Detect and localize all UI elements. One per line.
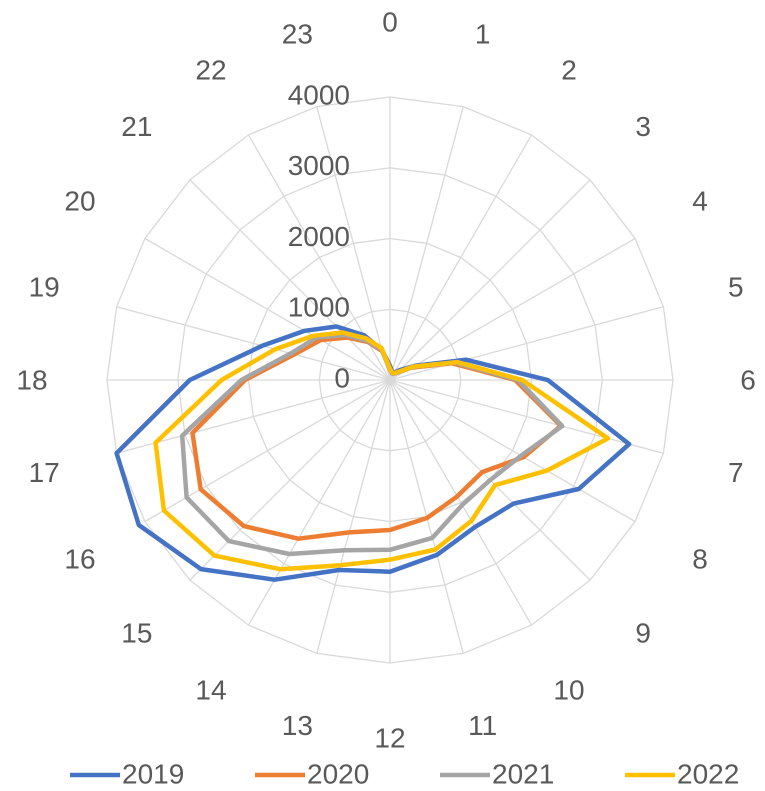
r-tick-label: 1000 [288, 292, 350, 323]
spoke [316, 106, 391, 381]
category-label: 15 [121, 618, 152, 649]
spoke [389, 379, 636, 523]
category-label: 8 [692, 543, 708, 574]
spoke [189, 179, 391, 381]
spoke [189, 379, 391, 581]
category-label: 18 [16, 364, 47, 395]
legend-label: 2020 [307, 758, 369, 789]
category-label: 13 [282, 710, 313, 741]
category-label: 10 [553, 674, 584, 705]
category-label: 1 [475, 19, 491, 50]
category-label: 0 [382, 6, 398, 37]
category-label: 22 [195, 54, 226, 85]
category-label: 2 [561, 54, 577, 85]
r-tick-label: 2000 [288, 221, 350, 252]
category-label: 21 [121, 111, 152, 142]
category-label: 11 [468, 710, 497, 741]
spoke [389, 134, 533, 381]
spoke [389, 379, 664, 454]
legend-label: 2022 [677, 758, 739, 789]
category-label: 19 [29, 272, 60, 303]
spoke [316, 379, 391, 654]
r-tick-label: 4000 [288, 79, 350, 110]
category-label: 6 [740, 364, 756, 395]
category-label: 17 [29, 457, 60, 488]
category-label: 23 [282, 19, 313, 50]
spoke [389, 379, 533, 626]
spoke [144, 237, 391, 381]
category-label: 14 [195, 674, 226, 705]
category-label: 20 [64, 185, 95, 216]
spoke [389, 306, 664, 381]
category-label: 9 [635, 618, 651, 649]
category-label: 16 [64, 543, 95, 574]
category-label: 4 [692, 185, 708, 216]
spoke [116, 379, 391, 454]
category-label: 3 [635, 111, 651, 142]
spoke [389, 106, 464, 381]
legend-label: 2021 [492, 758, 554, 789]
category-label: 12 [374, 722, 405, 753]
spoke [116, 306, 391, 381]
spoke [247, 379, 391, 626]
category-label: 5 [728, 272, 744, 303]
spoke [389, 179, 591, 381]
series-line [153, 330, 611, 572]
r-tick-label: 0 [334, 362, 350, 393]
r-tick-label: 3000 [288, 150, 350, 181]
legend-label: 2019 [122, 758, 184, 789]
category-label: 7 [728, 457, 744, 488]
spoke [389, 237, 636, 381]
